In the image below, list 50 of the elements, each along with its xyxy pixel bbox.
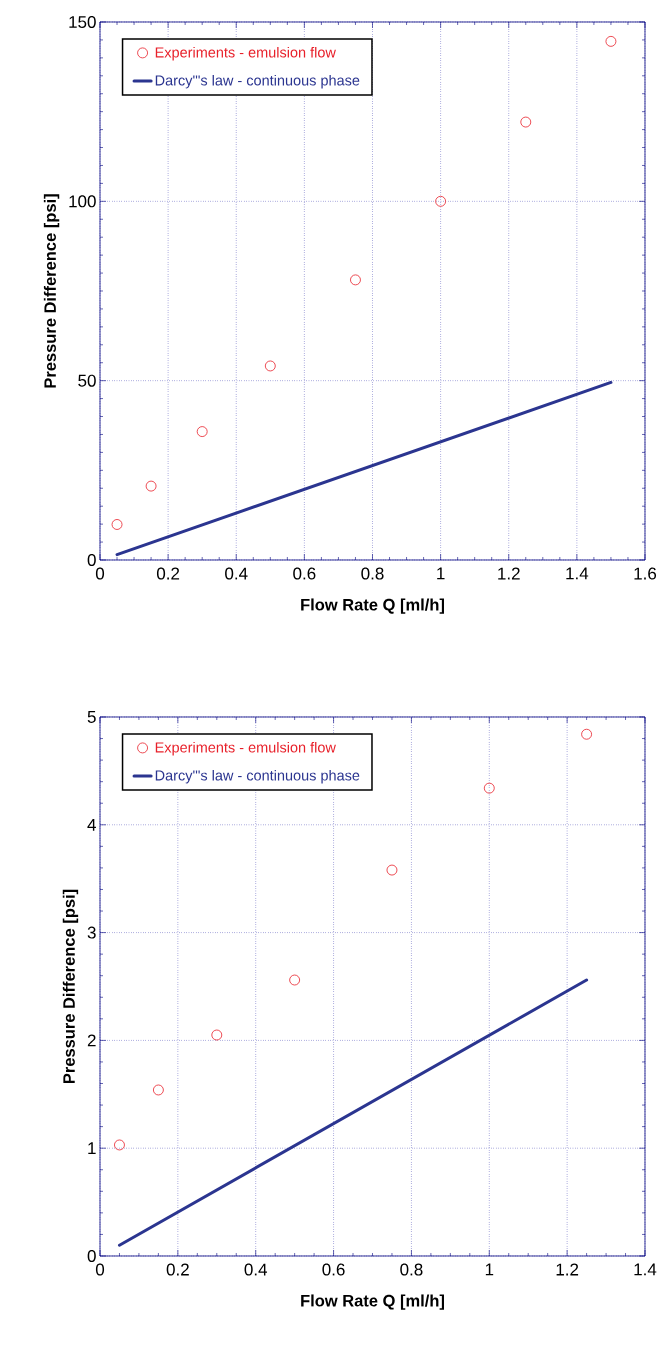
x-tick-label: 0.2 xyxy=(156,567,180,580)
x-tick-label: 1.6 xyxy=(634,567,657,580)
x-tick-label: 0.8 xyxy=(361,567,384,580)
y-tick-label: 0 xyxy=(87,1249,96,1263)
x-tick-label: 0.6 xyxy=(293,567,316,580)
x-tick-label: 0 xyxy=(95,1263,105,1276)
y-tick-label: 1 xyxy=(88,1142,96,1155)
point xyxy=(114,1139,125,1151)
point xyxy=(196,426,208,437)
y-axis-title: Pressure Difference [psi] xyxy=(43,194,60,388)
x-axis-title: Flow Rate Q [ml/h] xyxy=(301,598,444,614)
legend-label: Darcy'"s law - continuous phase xyxy=(155,769,360,784)
point xyxy=(386,864,398,876)
x-tick-label: 1.4 xyxy=(634,1263,657,1276)
point xyxy=(483,782,495,794)
point xyxy=(581,728,592,740)
x-tick-label: 0 xyxy=(95,567,105,580)
x-tick-label: 0.4 xyxy=(244,1263,268,1276)
x-tick-label: 1 xyxy=(485,1263,494,1276)
x-tick-label: 1.2 xyxy=(556,1263,579,1276)
point xyxy=(145,480,157,492)
legend-label: Experiments - emulsion flow xyxy=(155,741,336,756)
x-tick-label: 1.2 xyxy=(498,567,520,580)
point xyxy=(211,1029,223,1041)
x-tick-label: 0.4 xyxy=(225,567,248,580)
legend-label: Darcy'"s law - continuous phase xyxy=(155,74,360,89)
point xyxy=(111,519,123,530)
point xyxy=(520,116,532,128)
point xyxy=(289,974,301,986)
y-tick-label: 3 xyxy=(87,926,96,939)
point xyxy=(350,274,361,286)
x-axis-title: Flow Rate Q [ml/h] xyxy=(301,1294,444,1310)
x-tick-label: 0.6 xyxy=(322,1263,345,1276)
point xyxy=(435,195,447,207)
x-tick-label: 0.2 xyxy=(166,1263,189,1276)
x-tick-label: 1.4 xyxy=(566,567,589,580)
x-tick-label: 0.8 xyxy=(400,1263,423,1276)
y-tick-label: 100 xyxy=(69,195,96,208)
y-tick-label: 4 xyxy=(87,818,96,831)
y-tick-label: 50 xyxy=(78,374,96,387)
point xyxy=(605,35,617,47)
y-tick-label: 5 xyxy=(87,711,96,723)
x-tick-label: 1 xyxy=(437,567,445,580)
point xyxy=(152,1084,164,1096)
y-axis-title: Pressure Difference [psi] xyxy=(62,889,79,1084)
point xyxy=(264,360,276,372)
y-tick-label: 2 xyxy=(87,1034,96,1047)
legend-label: Experiments - emulsion flow xyxy=(155,46,336,61)
y-tick-label: 0 xyxy=(87,553,96,567)
y-tick-label: 150 xyxy=(69,15,96,29)
